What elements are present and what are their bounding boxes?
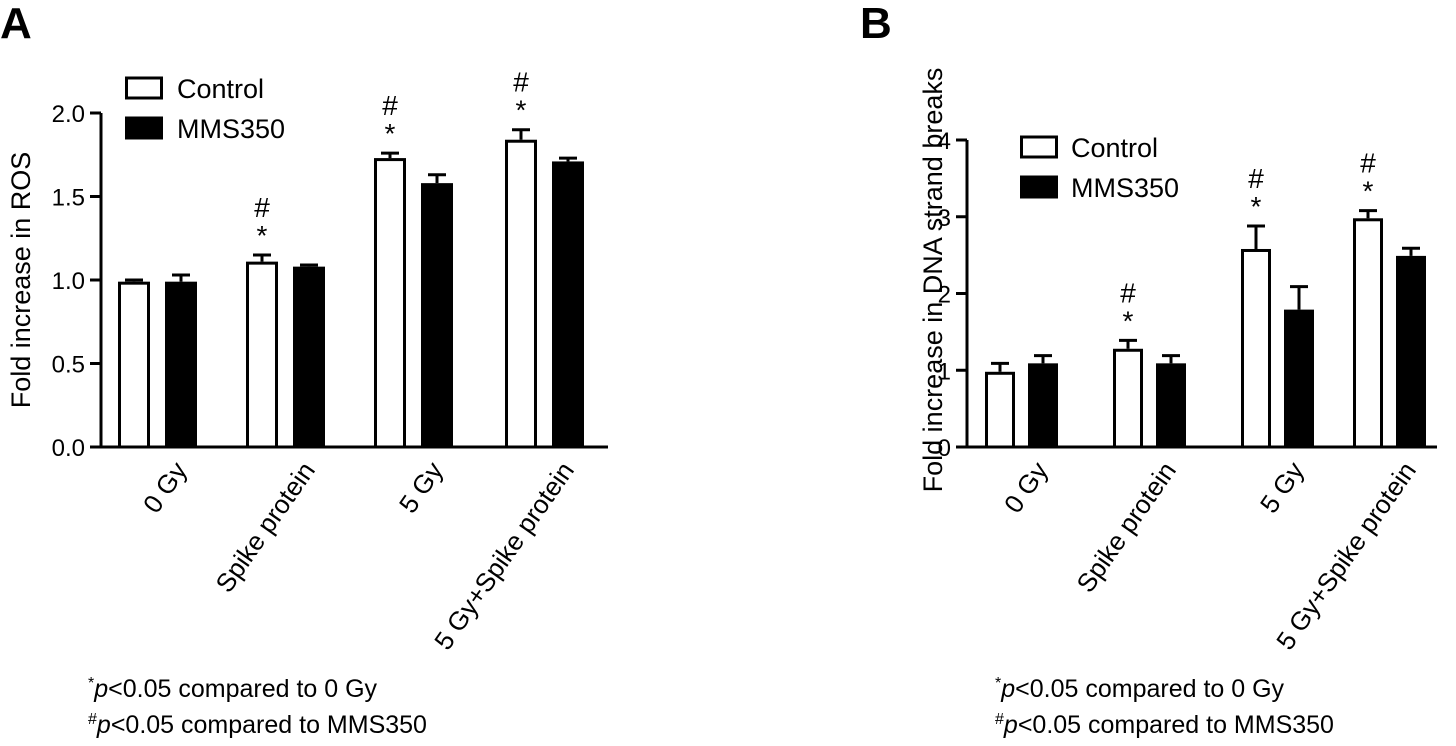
bar-mms350-1	[293, 266, 325, 449]
bar-control-2	[374, 158, 406, 449]
significance-star: *	[1251, 191, 1262, 222]
footnote-italic: p	[1000, 675, 1015, 703]
significance-star: *	[257, 220, 268, 251]
bar-mms350-3	[1396, 255, 1426, 449]
footnote-symbol: #	[88, 711, 97, 728]
legend-swatch-control	[125, 76, 163, 100]
y-tick-label: 1.0	[52, 268, 85, 295]
footnote: *p<0.05 compared to 0 Gy	[995, 675, 1285, 703]
legend-label-control: Control	[1071, 133, 1158, 163]
bar-control-0	[985, 371, 1015, 449]
footnote-italic: p	[96, 711, 111, 739]
bar-mms350-0	[165, 281, 197, 449]
footnote-symbol: #	[995, 711, 1004, 728]
bar-control-1	[1113, 348, 1143, 449]
panel-a: A 0.0 0.5 1.0 1.5 2.0 Fold increase in ROS 0 Gy…	[0, 0, 608, 739]
y-axis-title: Fold increase in ROS	[6, 152, 36, 409]
category-label: 5 Gy	[393, 456, 449, 518]
legend-label-mms350: MMS350	[1071, 173, 1179, 203]
significance-star: *	[385, 118, 396, 149]
significance-hash: #	[1120, 277, 1136, 308]
bar-control-0	[118, 281, 150, 449]
bar-mms350-3	[552, 161, 584, 449]
footnote-text: <0.05 compared to 0 Gy	[108, 675, 377, 703]
category-label: 5 Gy	[1254, 456, 1310, 518]
footnote: #p<0.05 compared to MMS350	[995, 711, 1334, 739]
footnote: #p<0.05 compared to MMS350	[88, 711, 427, 739]
y-tick-label: 0	[938, 435, 951, 462]
significance-hash: #	[1360, 148, 1376, 179]
bar-control-2	[1241, 248, 1271, 449]
legend-swatch-mms350	[1020, 175, 1058, 199]
legend-label-mms350: MMS350	[177, 114, 285, 144]
y-tick-label: 0.0	[52, 435, 85, 462]
significance-hash: #	[1248, 163, 1264, 194]
category-label: 5 Gy+Spike protein	[428, 456, 580, 655]
y-tick-label: 3	[938, 205, 951, 232]
category-label: 0 Gy	[998, 456, 1054, 518]
category-label: Spike protein	[209, 456, 321, 598]
y-tick-label: 1	[938, 358, 951, 385]
footnote-italic: p	[93, 675, 108, 703]
footnote-symbol: *	[995, 675, 1001, 692]
footnote-italic: p	[1003, 711, 1018, 739]
bar-mms350-2	[421, 183, 453, 449]
legend-swatch-mms350	[125, 116, 163, 140]
y-tick-label: 0.5	[52, 352, 85, 379]
footnote: *p<0.05 compared to 0 Gy	[88, 675, 378, 703]
y-tick-label: 2	[938, 282, 951, 309]
bar-mms350-1	[1156, 363, 1186, 449]
significance-hash: #	[382, 90, 398, 121]
footnote-text: <0.05 compared to 0 Gy	[1015, 675, 1284, 703]
footnote-symbol: *	[88, 675, 94, 692]
y-tick-label: 2.0	[52, 101, 85, 128]
legend-label-control: Control	[177, 74, 264, 104]
panel-label: B	[860, 0, 892, 48]
y-axis-title: Fold increase in DNA strand breaks	[918, 68, 948, 493]
significance-star: *	[1363, 176, 1374, 207]
significance-star: *	[516, 95, 527, 126]
significance-star: *	[1123, 305, 1134, 336]
y-tick-label: 4	[938, 128, 951, 155]
y-tick-label: 1.5	[52, 185, 85, 212]
legend-swatch-control	[1020, 135, 1058, 159]
significance-hash: #	[513, 67, 529, 98]
significance-hash: #	[254, 192, 270, 223]
bar-control-3	[505, 139, 537, 449]
footnote-text: <0.05 compared to MMS350	[111, 711, 427, 739]
bar-control-1	[246, 261, 278, 449]
footnote-text: <0.05 compared to MMS350	[1018, 711, 1334, 739]
bar-mms350-2	[1284, 309, 1314, 449]
category-label: Spike protein	[1070, 456, 1182, 598]
bar-control-3	[1353, 218, 1383, 449]
panel-label: A	[0, 0, 32, 48]
bar-mms350-0	[1028, 363, 1058, 449]
category-label: 0 Gy	[137, 456, 193, 518]
